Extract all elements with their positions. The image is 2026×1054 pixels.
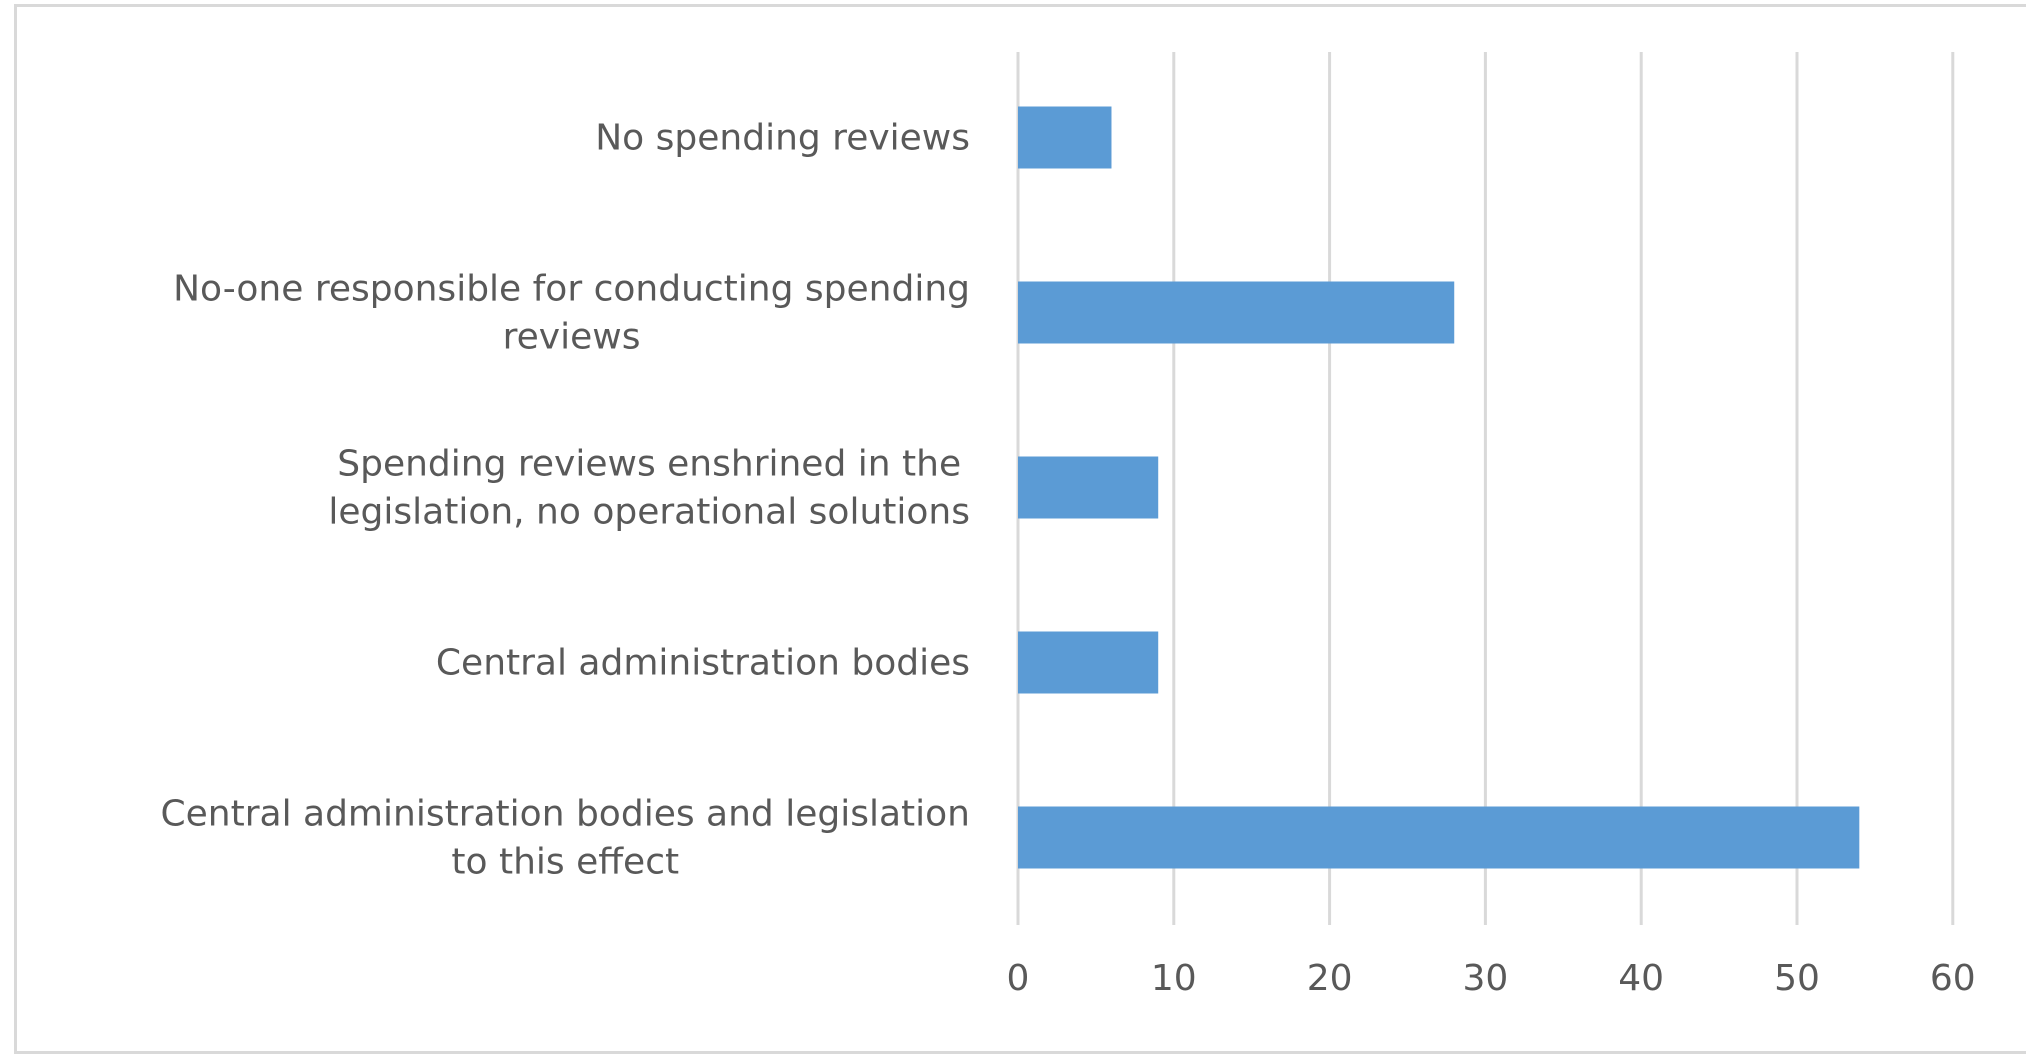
category-label-line: No-one responsible for conducting spendi… <box>173 269 970 310</box>
category-label: Central administration bodies <box>436 643 970 684</box>
category-label: Spending reviews enshrined in the legisla… <box>328 444 970 533</box>
category-label-line: to this effect <box>451 842 679 883</box>
bar-4 <box>1018 631 1159 694</box>
x-tick-label: 50 <box>1774 958 1820 999</box>
category-label: No-one responsible for conducting spendi… <box>173 269 970 358</box>
category-label-line: legislation, no operational solutions <box>328 492 970 533</box>
bar-1 <box>1018 106 1112 169</box>
category-label-line: reviews <box>503 317 641 358</box>
category-labels: No spending reviews No-one responsible fo… <box>161 118 971 883</box>
category-label-line: Central administration bodies and legisl… <box>161 794 971 835</box>
x-tick-label: 60 <box>1930 958 1976 999</box>
bar-5 <box>1018 806 1860 869</box>
category-label-line: Spending reviews enshrined in the <box>337 444 961 485</box>
x-tick-label: 30 <box>1462 958 1508 999</box>
x-tick-label: 0 <box>1007 958 1030 999</box>
category-label: Central administration bodies and legisl… <box>161 794 971 883</box>
x-tick-label: 40 <box>1618 958 1664 999</box>
bar-chart: No spending reviews No-one responsible fo… <box>161 52 1976 999</box>
category-label-line: No spending reviews <box>595 118 970 159</box>
x-tick-label: 20 <box>1307 958 1353 999</box>
bar-3 <box>1018 456 1159 519</box>
chart-frame <box>14 4 2026 1054</box>
bars <box>1018 106 1860 869</box>
category-label: No spending reviews <box>595 118 970 159</box>
bar-2 <box>1018 281 1455 344</box>
x-tick-label: 10 <box>1151 958 1197 999</box>
category-label-line: Central administration bodies <box>436 643 970 684</box>
x-axis-tick-labels: 0 10 20 30 40 50 60 <box>1007 958 1976 999</box>
